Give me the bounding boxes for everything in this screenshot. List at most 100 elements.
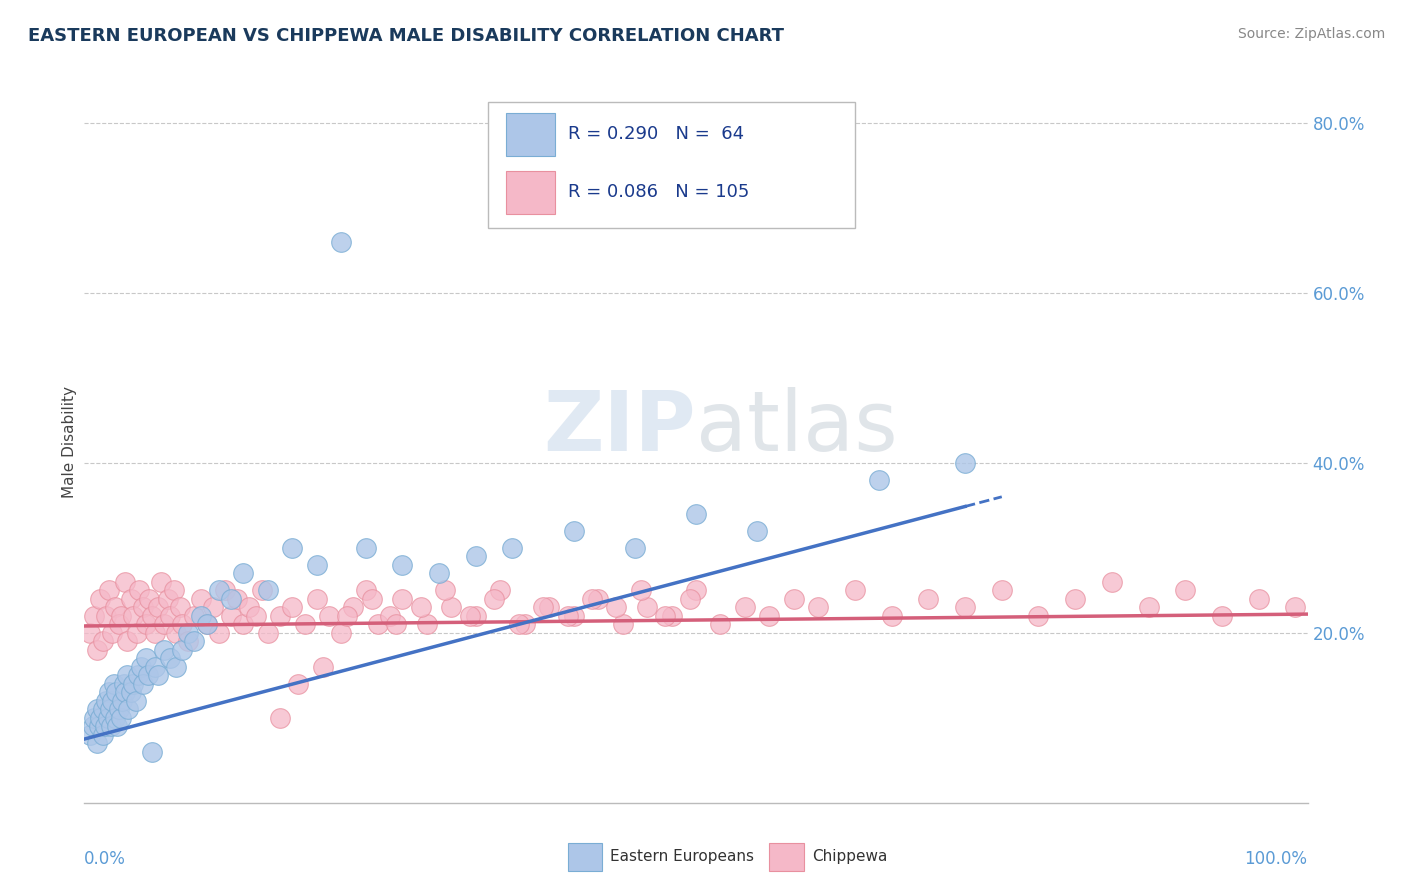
Point [440, 600, 463, 615]
Point [287, 677, 309, 691]
Point [513, 617, 536, 632]
Text: ZIP: ZIP [544, 386, 696, 467]
Point [159, 651, 181, 665]
Point [91, 728, 114, 742]
Point [869, 473, 891, 487]
Point [318, 608, 340, 623]
Point [82, 719, 104, 733]
Point [136, 668, 159, 682]
Point [190, 591, 212, 606]
Point [91, 702, 114, 716]
Point [83, 711, 105, 725]
FancyBboxPatch shape [506, 112, 555, 156]
Point [232, 566, 254, 581]
Text: atlas: atlas [696, 386, 897, 467]
Text: EASTERN EUROPEAN VS CHIPPEWA MALE DISABILITY CORRELATION CHART: EASTERN EUROPEAN VS CHIPPEWA MALE DISABI… [28, 27, 785, 45]
Point [105, 719, 128, 733]
Point [953, 600, 976, 615]
Point [159, 608, 181, 623]
Point [844, 583, 866, 598]
Point [508, 617, 530, 632]
Point [83, 608, 105, 623]
Point [880, 608, 903, 623]
Point [135, 651, 157, 665]
Point [79, 625, 101, 640]
Point [679, 591, 702, 606]
Point [172, 642, 194, 657]
Point [132, 600, 155, 615]
Point [1174, 583, 1197, 598]
Point [269, 711, 291, 725]
Point [281, 600, 304, 615]
Point [630, 583, 652, 598]
Point [367, 617, 389, 632]
Point [89, 711, 111, 725]
Point [135, 617, 157, 632]
Point [416, 617, 439, 632]
Point [531, 600, 554, 615]
Point [195, 617, 218, 632]
Point [269, 608, 291, 623]
Point [122, 608, 145, 623]
Point [79, 728, 101, 742]
Point [685, 507, 707, 521]
Point [257, 625, 280, 640]
Point [98, 702, 121, 716]
Point [120, 685, 142, 699]
Point [257, 583, 280, 598]
Point [380, 608, 402, 623]
Point [991, 583, 1014, 598]
Point [1064, 591, 1087, 606]
Point [734, 600, 756, 615]
Point [110, 711, 132, 725]
Point [917, 591, 939, 606]
Point [112, 677, 135, 691]
Point [177, 625, 200, 640]
Point [127, 668, 149, 682]
Y-axis label: Male Disability: Male Disability [62, 385, 77, 498]
Point [654, 608, 676, 623]
Point [385, 617, 408, 632]
Point [1137, 600, 1160, 615]
Point [238, 600, 260, 615]
Point [281, 541, 304, 555]
Point [115, 668, 138, 682]
Point [354, 541, 377, 555]
Point [195, 617, 218, 632]
Text: Source: ZipAtlas.com: Source: ZipAtlas.com [1237, 27, 1385, 41]
Point [89, 591, 111, 606]
Point [115, 634, 138, 648]
Point [502, 541, 524, 555]
Point [183, 634, 205, 648]
Point [138, 591, 160, 606]
FancyBboxPatch shape [506, 170, 555, 214]
Point [208, 583, 231, 598]
Point [96, 608, 118, 623]
Point [214, 583, 236, 598]
Point [538, 600, 561, 615]
Point [169, 600, 191, 615]
Point [165, 660, 187, 674]
Point [557, 608, 579, 623]
Point [122, 677, 145, 691]
Point [183, 608, 205, 623]
Point [661, 608, 683, 623]
Point [156, 591, 179, 606]
Point [1284, 600, 1306, 615]
Point [953, 456, 976, 470]
Point [146, 600, 169, 615]
Point [104, 600, 127, 615]
Point [146, 668, 169, 682]
Point [807, 600, 830, 615]
Point [177, 634, 200, 648]
Point [201, 600, 224, 615]
Point [1247, 591, 1270, 606]
Point [128, 583, 150, 598]
Point [143, 625, 166, 640]
Point [150, 574, 173, 589]
Point [125, 625, 148, 640]
Point [143, 660, 166, 674]
Point [219, 591, 242, 606]
Point [330, 625, 353, 640]
Point [100, 719, 122, 733]
